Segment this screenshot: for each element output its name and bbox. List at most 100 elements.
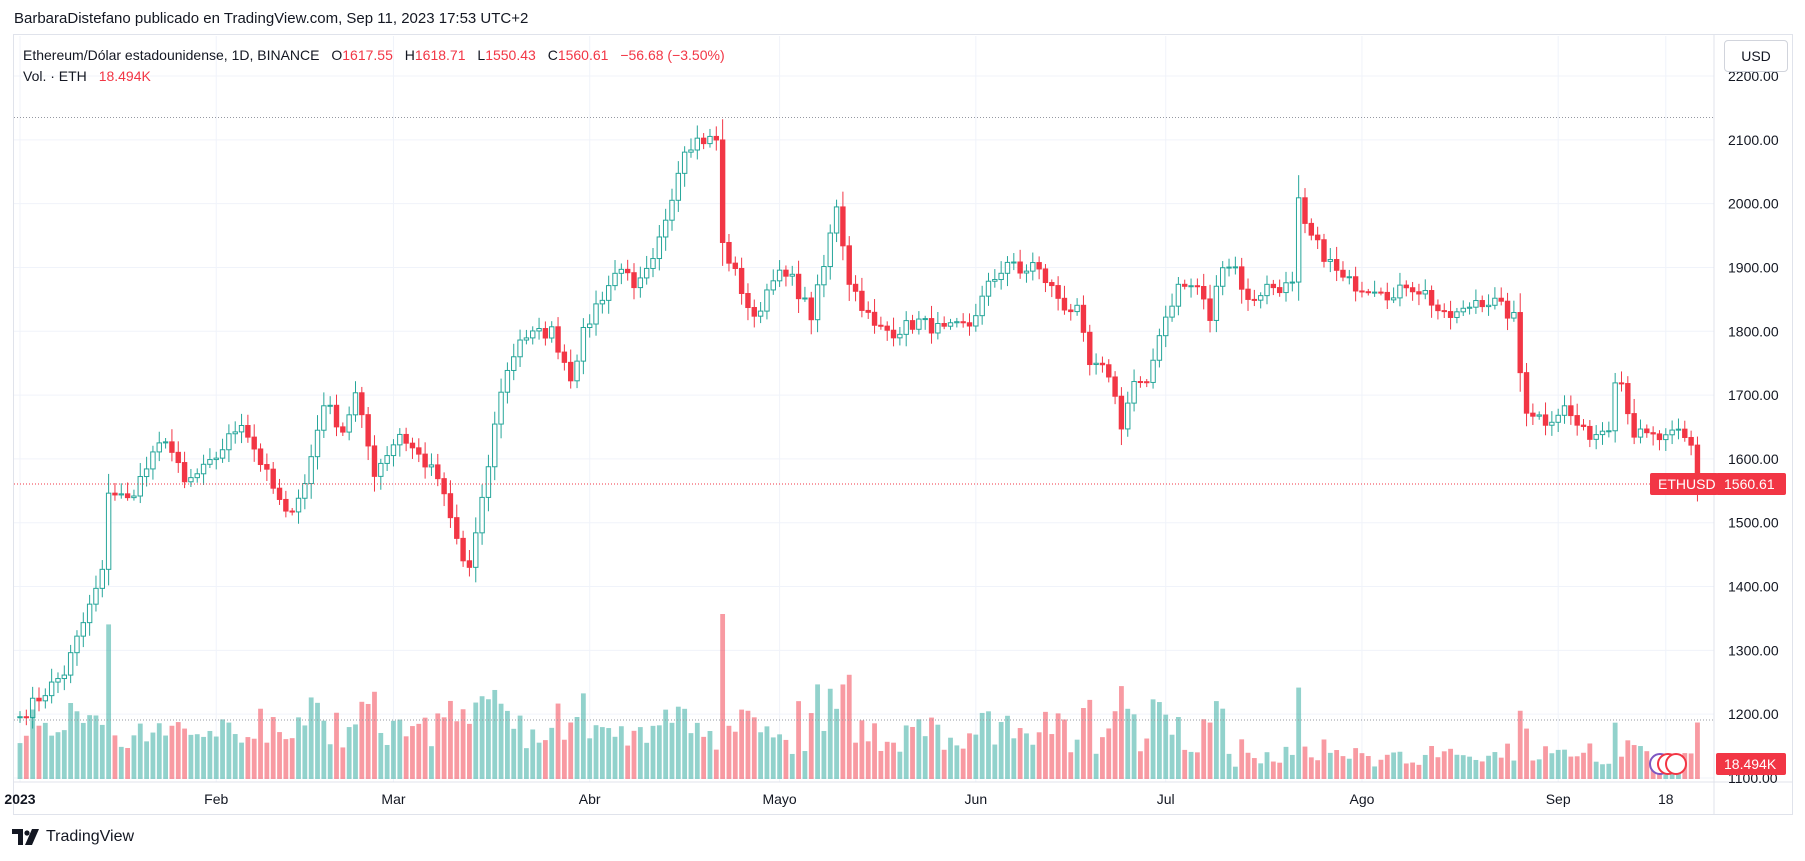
volume-bar [1562, 749, 1567, 779]
candle-body [175, 451, 181, 464]
candle-body [352, 392, 359, 416]
candle-body [422, 453, 428, 468]
candle-body [1656, 433, 1663, 441]
candle-body [1359, 290, 1365, 293]
candle-body [1542, 414, 1549, 426]
candle-body [1023, 270, 1030, 274]
currency-button[interactable]: USD [1724, 40, 1788, 72]
volume-bar [226, 722, 232, 779]
volume-bar [194, 734, 200, 779]
volume-bar [1593, 761, 1599, 779]
candle-body [1118, 395, 1125, 430]
volume-bar [948, 737, 953, 779]
volume-bar [1441, 751, 1447, 779]
candle-body [42, 695, 49, 702]
volume-bar [467, 723, 472, 779]
volume-bar [277, 732, 282, 779]
volume-bar [973, 734, 979, 779]
candle-body [751, 307, 757, 317]
volume-bar [707, 731, 713, 779]
volume-bar [207, 730, 213, 779]
volume-bar [1581, 752, 1586, 779]
volume-bar [359, 701, 365, 779]
volume-bar [251, 738, 257, 779]
volume-bar [30, 709, 36, 779]
candle-body [1593, 434, 1599, 440]
volume-bar [1378, 759, 1384, 779]
volume-bar [55, 732, 61, 779]
volume-bar [1479, 761, 1485, 779]
volume-bar [606, 728, 612, 779]
volume-bar [1119, 686, 1124, 779]
candle-body [1606, 430, 1612, 433]
volume-bar [150, 732, 156, 779]
volume-bar [1327, 752, 1333, 779]
candle-body [1561, 405, 1568, 416]
candle-body [726, 241, 732, 264]
volume-bar [1587, 743, 1593, 779]
candle-body [928, 318, 935, 334]
volume-bar [1568, 756, 1574, 779]
candle-body [909, 320, 916, 330]
candle-body [200, 463, 207, 475]
candle-body [1131, 381, 1137, 404]
candle-body [776, 269, 783, 282]
candle-body [814, 284, 821, 321]
candle-body [738, 267, 745, 295]
volume-bar [644, 742, 650, 779]
close-value: 1560.61 [557, 47, 609, 63]
candle-body [1049, 282, 1055, 287]
volume-bar [1505, 743, 1510, 779]
candle-body [1068, 309, 1074, 313]
volume-bar [941, 749, 947, 779]
candle-body [23, 716, 30, 719]
volume-bar [872, 723, 877, 779]
candle-body [207, 459, 213, 465]
candle-body [1523, 372, 1530, 414]
volume-bar [486, 699, 491, 779]
volume-bar [327, 744, 333, 779]
candle-body [650, 258, 656, 269]
volume-bar [1391, 752, 1397, 779]
price-tick-label: 2000.00 [1728, 196, 1779, 212]
candle-body [1276, 287, 1283, 294]
candle-body [884, 325, 890, 331]
candle-body [1587, 425, 1593, 440]
footer-brand[interactable]: TradingView [12, 828, 134, 846]
symbol-name[interactable]: Ethereum/Dólar estadounidense, 1D, BINAN… [23, 47, 320, 63]
volume-bar [998, 722, 1004, 779]
chart-frame [13, 34, 1793, 815]
volume-bar [1384, 754, 1390, 779]
volume-bar [1606, 763, 1612, 779]
volume-bar [720, 614, 726, 779]
candle-body [1125, 402, 1131, 430]
volume-bar [1112, 711, 1118, 779]
candle-body [390, 444, 397, 457]
volume-bar [1005, 715, 1010, 779]
candle-body [1036, 262, 1042, 270]
candle-body [1441, 310, 1447, 313]
volume-bar [112, 735, 118, 779]
volume-bar [916, 719, 922, 779]
volume-bar [1688, 753, 1694, 779]
candle-body [1106, 364, 1112, 378]
candle-body [143, 468, 150, 478]
candle-body [656, 236, 663, 260]
price-tick-label: 1900.00 [1728, 259, 1779, 275]
volume-bar [74, 711, 80, 779]
candle-body [1220, 267, 1226, 287]
candle-body [131, 495, 137, 499]
volume-bar [473, 702, 479, 779]
ohlc-row: Ethereum/Dólar estadounidense, 1D, BINAN… [23, 45, 725, 66]
candle-body [1454, 311, 1460, 318]
volume-bar [1530, 760, 1536, 779]
candle-body [1460, 307, 1466, 313]
candle-body [1555, 414, 1561, 423]
volume-bar [1017, 728, 1023, 779]
volume-bar [1106, 728, 1112, 779]
volume-bar [1093, 753, 1099, 779]
open-label: O [331, 47, 343, 63]
volume-bar [1359, 753, 1365, 779]
volume-bar [1207, 722, 1213, 779]
